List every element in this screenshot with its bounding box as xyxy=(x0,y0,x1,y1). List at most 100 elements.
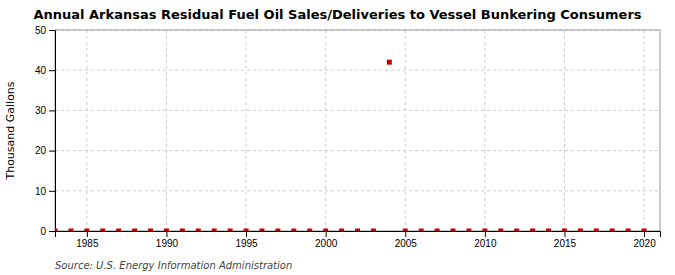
point xyxy=(610,229,615,232)
point xyxy=(578,229,583,232)
point xyxy=(323,229,328,232)
y-axis: 0 10 20 30 40 50 xyxy=(35,25,56,237)
y-tick-mark xyxy=(49,231,55,232)
grid-line-x xyxy=(246,30,247,231)
x-tick-label: 2020 xyxy=(633,238,656,249)
grid-line-y xyxy=(55,150,660,151)
y-tick-mark xyxy=(49,191,55,192)
y-tick: 40 xyxy=(35,65,55,76)
y-tick: 0 xyxy=(40,226,55,237)
x-tick-label: 2010 xyxy=(474,238,497,249)
point xyxy=(84,229,89,232)
grid-line-x xyxy=(564,30,565,231)
y-tick-label: 0 xyxy=(40,226,46,237)
grid-line-x xyxy=(644,30,645,231)
point xyxy=(196,229,201,232)
point xyxy=(546,229,551,232)
y-tick-mark xyxy=(49,30,55,31)
point xyxy=(371,229,376,232)
y-tick-label: 30 xyxy=(35,105,47,116)
y-tick-label: 10 xyxy=(35,186,47,197)
annotation: Source: U.S. Energy Information Administ… xyxy=(55,260,292,271)
x-tick: 2015 xyxy=(554,231,577,249)
x-tick-mark xyxy=(166,231,167,237)
point xyxy=(642,229,647,232)
x-axis: 1985 1990 1995 2000 2005 2010 2015 2020 xyxy=(56,231,661,249)
x-tick-mark xyxy=(405,231,406,237)
y-axis-title: Thousand Gallons xyxy=(4,81,17,180)
points xyxy=(55,60,647,231)
x-tick: 1985 xyxy=(76,231,99,249)
y-axis-line xyxy=(49,31,56,232)
plot: 1985 1990 1995 2000 2005 2010 2015 2020 0 10 20 30 4… xyxy=(35,25,661,249)
x-tick-mark xyxy=(87,231,88,237)
x-tick-label: 2000 xyxy=(315,238,338,249)
x-tick-label: 1985 xyxy=(76,238,99,249)
x-axis-line xyxy=(56,232,661,238)
point xyxy=(275,229,280,232)
x-tick: 1990 xyxy=(156,231,179,249)
point xyxy=(148,229,153,232)
y-tick-label: 50 xyxy=(35,25,47,36)
x-tick-mark xyxy=(564,231,565,237)
grid-line-x xyxy=(484,30,485,231)
point xyxy=(594,229,599,232)
point xyxy=(164,229,169,232)
y-tick-label: 40 xyxy=(35,65,47,76)
grid-line-x xyxy=(86,30,87,231)
y-tick-label: 20 xyxy=(35,145,47,156)
x-tick: 2005 xyxy=(395,231,418,249)
grid-line-x xyxy=(405,30,406,231)
point xyxy=(435,229,440,232)
chart: 1985 1990 1995 2000 2005 2010 2015 2020 0 10 20 30 4… xyxy=(0,0,675,275)
point xyxy=(259,229,264,232)
y-tick-mark xyxy=(49,151,55,152)
point xyxy=(387,60,392,65)
x-tick-label: 2015 xyxy=(554,238,577,249)
y-tick-mark xyxy=(49,110,55,111)
point xyxy=(451,229,456,232)
point xyxy=(498,229,503,232)
point xyxy=(514,229,519,232)
title: Annual Arkansas Residual Fuel Oil Sales/… xyxy=(33,7,641,22)
point xyxy=(244,229,249,232)
grid-line-x xyxy=(166,30,167,231)
x-tick-label: 2005 xyxy=(395,238,418,249)
x-tick-label: 1995 xyxy=(235,238,258,249)
y-tick: 20 xyxy=(35,145,55,156)
y-tick: 10 xyxy=(35,186,55,197)
point xyxy=(419,229,424,232)
grid-line-y xyxy=(55,70,660,71)
plot-frame xyxy=(55,30,660,231)
x-tick-label: 1990 xyxy=(156,238,179,249)
point xyxy=(100,229,105,232)
x-tick-mark xyxy=(644,231,645,237)
x-tick-mark xyxy=(246,231,247,237)
x-tick: 2000 xyxy=(315,231,338,249)
point xyxy=(355,229,360,232)
point xyxy=(466,229,471,232)
point xyxy=(55,229,58,232)
y-tick: 50 xyxy=(35,25,55,36)
point xyxy=(626,229,631,232)
x-tick: 2020 xyxy=(633,231,656,249)
point xyxy=(116,229,121,232)
point xyxy=(180,229,185,232)
point xyxy=(482,229,487,232)
point xyxy=(228,229,233,232)
x-tick: 1995 xyxy=(235,231,258,249)
grid-line-x xyxy=(325,30,326,231)
point xyxy=(403,229,408,232)
point xyxy=(291,229,296,232)
point xyxy=(530,229,535,232)
x-tick: 2010 xyxy=(474,231,497,249)
y-tick-mark xyxy=(49,70,55,71)
grid xyxy=(55,30,660,231)
grid-line-y xyxy=(55,110,660,111)
x-tick-mark xyxy=(326,231,327,237)
y-tick: 30 xyxy=(35,105,55,116)
point xyxy=(212,229,217,232)
point xyxy=(68,229,73,232)
point xyxy=(562,229,567,232)
point xyxy=(339,229,344,232)
